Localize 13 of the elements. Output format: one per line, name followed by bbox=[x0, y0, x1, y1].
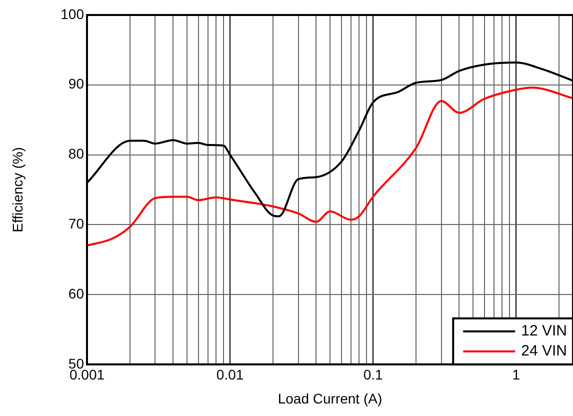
x-tick-label: 0.1 bbox=[363, 366, 383, 383]
y-tick-label: 60 bbox=[68, 285, 84, 302]
legend-label: 12 VIN bbox=[521, 322, 567, 340]
y-tick-label: 50 bbox=[68, 355, 84, 372]
y-tick-label: 70 bbox=[68, 216, 84, 232]
y-axis-title: Efficiency (%) bbox=[9, 147, 26, 232]
x-tick-label: 0.01 bbox=[216, 366, 244, 383]
x-axis-title: Load Current (A) bbox=[278, 390, 382, 406]
y-tick-label: 90 bbox=[68, 76, 84, 92]
legend-label: 24 VIN bbox=[521, 342, 567, 360]
y-tick-label: 100 bbox=[60, 6, 84, 22]
y-tick-label: 80 bbox=[68, 146, 84, 162]
x-tick-label: 1 bbox=[512, 366, 520, 383]
